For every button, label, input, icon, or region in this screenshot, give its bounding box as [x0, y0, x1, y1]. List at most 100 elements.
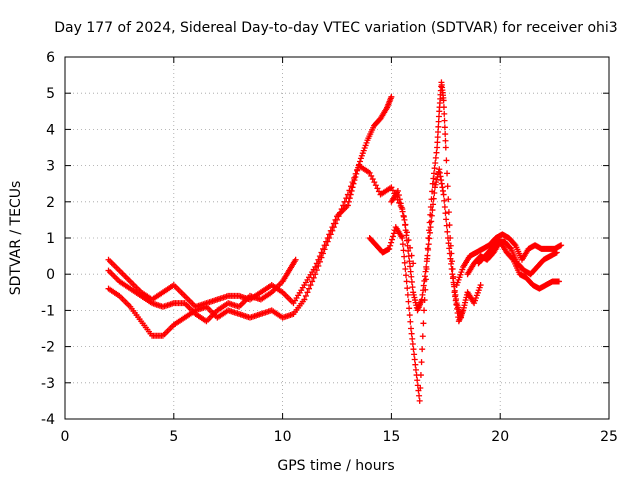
- y-tick-label: 3: [46, 159, 55, 175]
- data-point: [448, 266, 455, 273]
- series-track-d: [366, 79, 484, 404]
- data-point: [428, 218, 435, 225]
- data-point: [445, 209, 452, 216]
- data-point: [347, 183, 354, 190]
- data-point: [375, 188, 382, 195]
- data-point: [443, 216, 450, 223]
- data-point: [388, 239, 395, 246]
- data-point: [401, 259, 408, 266]
- x-tick-label: 0: [61, 429, 70, 445]
- data-point: [320, 250, 327, 257]
- data-point: [441, 124, 448, 131]
- data-point: [444, 235, 451, 241]
- data-point: [402, 266, 409, 273]
- data-point: [409, 335, 416, 342]
- data-point: [389, 236, 396, 243]
- data-point: [304, 289, 311, 296]
- data-point: [315, 262, 322, 269]
- data-point: [444, 183, 451, 190]
- data-point: [442, 131, 449, 138]
- data-point: [335, 213, 342, 220]
- data-point: [407, 263, 414, 270]
- data-point: [442, 137, 449, 144]
- data-point: [411, 356, 418, 363]
- series-track-c: [105, 256, 299, 325]
- data-point: [419, 346, 426, 353]
- data-point: [388, 93, 395, 100]
- data-point: [292, 256, 299, 263]
- data-point: [323, 242, 330, 249]
- data-point: [426, 235, 433, 242]
- data-point: [309, 278, 316, 285]
- data-point: [343, 195, 350, 202]
- data-point: [404, 242, 411, 249]
- data-point: [387, 242, 394, 249]
- y-axis-label: SDTVAR / TECUs: [8, 181, 24, 296]
- data-point: [431, 165, 438, 172]
- data-point: [553, 249, 560, 256]
- y-tick-label: -4: [41, 412, 55, 428]
- data-point: [301, 296, 308, 303]
- data-point: [346, 187, 353, 194]
- data-point: [405, 247, 412, 254]
- data-point: [431, 190, 438, 197]
- data-point: [445, 196, 452, 203]
- data-point: [444, 228, 451, 235]
- data-point: [372, 182, 379, 189]
- data-point: [412, 361, 419, 368]
- data-point: [366, 169, 373, 176]
- data-point: [398, 204, 405, 211]
- data-point: [446, 250, 453, 257]
- data-point: [352, 170, 359, 177]
- data-point: [432, 160, 439, 167]
- data-point: [428, 212, 435, 219]
- data-point: [440, 191, 447, 198]
- data-point: [312, 271, 319, 278]
- data-point: [399, 235, 406, 241]
- data-point: [396, 196, 403, 203]
- data-point: [433, 149, 440, 156]
- data-point: [406, 312, 413, 319]
- data-point: [403, 237, 410, 244]
- y-tick-label: 0: [46, 267, 55, 283]
- data-point: [412, 366, 419, 373]
- series-track-a: [105, 93, 395, 310]
- data-point: [410, 260, 417, 267]
- data-point: [427, 224, 434, 231]
- data-point: [434, 134, 441, 141]
- data-point: [435, 123, 442, 130]
- data-point: [477, 282, 484, 289]
- y-tick-label: -2: [41, 340, 55, 356]
- data-point: [406, 305, 413, 312]
- data-point: [408, 330, 415, 337]
- data-point: [374, 185, 381, 192]
- data-point: [407, 325, 414, 332]
- data-point: [507, 244, 514, 251]
- data-point: [430, 175, 437, 182]
- data-point: [326, 235, 333, 241]
- data-point: [408, 273, 415, 280]
- data-point: [421, 307, 428, 314]
- data-point: [371, 179, 378, 186]
- data-point: [430, 195, 437, 202]
- data-point: [306, 285, 313, 292]
- data-point: [312, 263, 319, 270]
- data-point: [430, 201, 437, 208]
- data-point: [425, 241, 432, 248]
- data-point: [400, 212, 407, 219]
- data-point: [340, 202, 347, 209]
- x-tick-label: 5: [169, 429, 178, 445]
- data-point: [435, 118, 442, 125]
- series-track-b: [105, 162, 417, 339]
- data-points: [105, 79, 565, 404]
- y-tick-label: 4: [46, 122, 55, 138]
- data-point: [408, 278, 415, 285]
- data-point: [445, 240, 452, 247]
- data-point: [420, 320, 427, 327]
- data-point: [423, 263, 430, 270]
- data-point: [399, 208, 406, 215]
- data-point: [444, 170, 451, 177]
- data-point: [416, 397, 423, 404]
- y-tick-label: 2: [46, 195, 55, 211]
- data-point: [410, 346, 417, 353]
